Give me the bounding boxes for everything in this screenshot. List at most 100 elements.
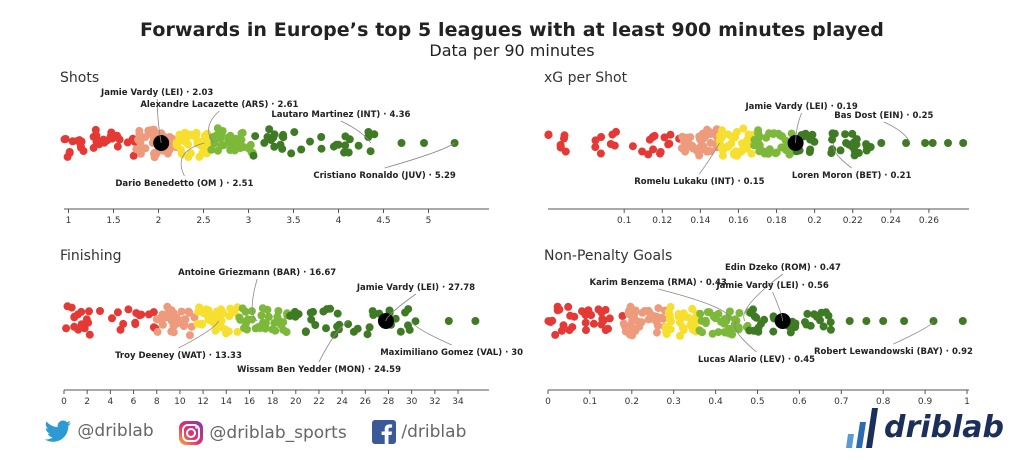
data-point <box>195 138 204 147</box>
x-tick-label: 0.24 <box>881 216 901 226</box>
data-point <box>604 324 612 333</box>
data-point <box>225 312 234 321</box>
data-point <box>635 322 644 331</box>
data-point <box>557 326 566 335</box>
data-point <box>582 326 590 335</box>
data-point <box>341 132 350 141</box>
data-point <box>134 135 143 144</box>
data-point <box>113 142 122 151</box>
x-tick-label: 4.5 <box>376 216 390 226</box>
data-point <box>158 320 167 329</box>
data-point <box>169 328 178 337</box>
data-point <box>172 141 181 150</box>
data-point <box>810 137 819 146</box>
x-tick-label: 0.12 <box>652 216 672 226</box>
data-point <box>238 304 247 313</box>
data-point <box>754 126 763 135</box>
panel-title: Shots <box>60 70 99 86</box>
data-point <box>309 307 317 316</box>
data-point <box>124 305 133 314</box>
data-point <box>696 309 705 318</box>
annotation-label: Loren Moron (BET) · 0.21 <box>792 171 912 181</box>
data-point <box>841 130 850 139</box>
data-point <box>640 307 649 315</box>
data-point <box>290 128 299 137</box>
data-point <box>344 320 353 329</box>
annotation-label: Alexandre Lacazette (ARS) · 2.61 <box>140 100 298 110</box>
data-point <box>750 135 759 144</box>
data-point <box>213 323 222 332</box>
x-tick-label: 0 <box>61 397 67 407</box>
data-point <box>256 324 265 332</box>
data-point <box>703 125 711 134</box>
x-tick-label: 0.7 <box>834 397 848 407</box>
data-point <box>845 317 854 325</box>
data-point <box>113 131 122 140</box>
x-tick-label: 0.2 <box>625 397 639 407</box>
data-point <box>184 140 192 149</box>
facebook-handle[interactable]: /driblab <box>372 420 466 444</box>
data-point <box>686 133 695 142</box>
annotation-leader <box>734 320 757 353</box>
data-point <box>265 125 274 134</box>
x-tick-label: 4 <box>107 397 113 407</box>
annotation-label: Bas Dost (EIN) · 0.25 <box>834 111 933 121</box>
data-point <box>803 309 812 318</box>
data-point <box>333 309 342 318</box>
data-point <box>264 312 273 321</box>
data-point <box>688 304 697 313</box>
data-point <box>644 150 653 159</box>
data-point <box>270 142 279 151</box>
data-point <box>202 135 211 144</box>
data-point <box>769 327 778 336</box>
data-point <box>808 130 817 139</box>
x-tick-label: 32 <box>429 397 440 407</box>
data-point <box>332 140 341 149</box>
x-tick-label: 34 <box>452 397 464 407</box>
data-point <box>564 302 573 311</box>
x-tick-label: 16 <box>244 397 256 407</box>
data-point <box>944 139 952 147</box>
annotation-label: Edin Dzeko (ROM) · 0.47 <box>725 263 841 273</box>
data-point <box>82 315 91 324</box>
data-point <box>584 306 593 315</box>
x-tick-label: 0.9 <box>918 397 933 407</box>
data-point <box>141 144 150 153</box>
swarm-dots <box>62 302 480 340</box>
data-point <box>275 316 283 325</box>
data-point <box>471 317 480 325</box>
instagram-handle[interactable]: @driblab_sports <box>178 420 347 446</box>
data-point <box>119 319 128 328</box>
data-point <box>826 318 835 327</box>
swarm-dots <box>60 124 459 162</box>
data-point <box>344 148 353 157</box>
data-point <box>79 147 88 155</box>
data-point <box>679 309 688 318</box>
x-tick-label: 30 <box>406 397 418 407</box>
data-point <box>311 321 320 329</box>
data-point <box>566 311 575 320</box>
twitter-handle[interactable]: @driblab <box>44 420 154 442</box>
data-point <box>665 315 674 324</box>
x-tick-label: 0.16 <box>728 216 748 226</box>
x-tick-label: 24 <box>336 397 348 407</box>
data-point <box>85 330 94 339</box>
data-point <box>177 307 186 316</box>
annotation-label: Robert Lewandowski (BAY) · 0.92 <box>814 347 973 357</box>
data-point <box>724 142 733 150</box>
data-point <box>678 132 687 141</box>
data-point <box>828 135 837 144</box>
data-point <box>249 151 258 160</box>
data-point <box>349 327 358 336</box>
data-point <box>714 328 723 337</box>
data-point <box>660 133 669 142</box>
data-point <box>560 131 569 140</box>
data-point <box>107 131 115 140</box>
annotation-label: Troy Deeney (WAT) · 13.33 <box>115 351 242 361</box>
data-point <box>183 132 192 141</box>
data-point <box>877 139 886 147</box>
data-point <box>828 145 837 154</box>
data-point <box>544 130 553 139</box>
data-point <box>366 147 375 156</box>
data-point <box>326 304 335 313</box>
